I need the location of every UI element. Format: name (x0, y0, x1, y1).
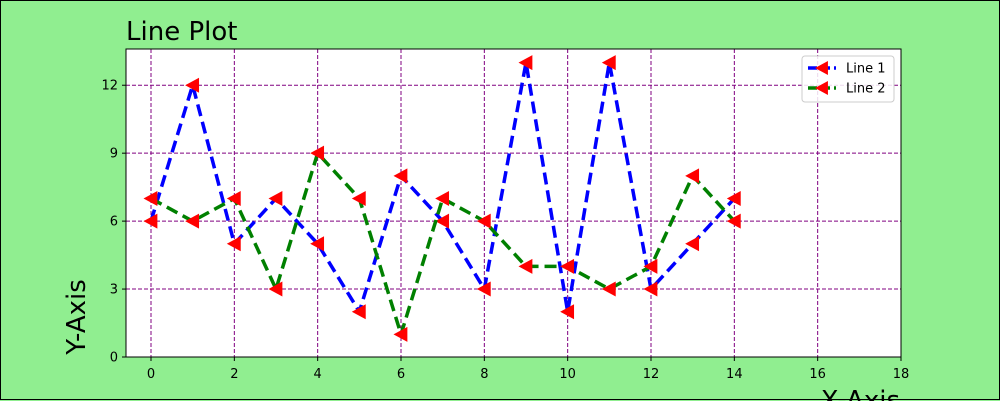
x-tick-label: 4 (314, 367, 322, 382)
data-point (143, 213, 158, 229)
data-point (476, 281, 491, 297)
data-point (435, 190, 450, 206)
data-point (601, 281, 616, 297)
data-point (518, 55, 533, 71)
series-2 (143, 145, 741, 342)
data-point (476, 213, 491, 229)
data-point (185, 77, 200, 93)
y-tick-label: 6 (110, 215, 118, 230)
data-point (351, 190, 366, 206)
legend-label: Line 1 (846, 62, 886, 77)
chart-title: Line Plot (126, 17, 237, 47)
data-point (393, 326, 408, 342)
x-tick-label: 8 (480, 367, 488, 382)
data-point (643, 281, 658, 297)
x-tick-label: 16 (809, 367, 826, 382)
y-tick-label: 12 (101, 79, 118, 94)
data-point (601, 55, 616, 71)
data-point (226, 236, 241, 252)
x-tick-label: 12 (643, 367, 660, 382)
x-tick-label: 6 (397, 367, 405, 382)
data-point (310, 145, 325, 161)
legend-marker (815, 61, 828, 75)
data-point (435, 213, 450, 229)
data-point (310, 236, 325, 252)
legend-entry: Line 1 (808, 61, 886, 77)
legend-entry: Line 2 (808, 81, 886, 97)
legend-label: Line 2 (846, 82, 886, 97)
data-point (560, 258, 575, 274)
x-tick-label: 2 (230, 367, 238, 382)
series-line (150, 151, 736, 337)
data-point (268, 281, 283, 297)
data-point (518, 258, 533, 274)
data-point (560, 304, 575, 320)
data-point (393, 168, 408, 184)
data-point (143, 190, 158, 206)
data-point (268, 190, 283, 206)
y-tick-label: 9 (110, 147, 118, 162)
data-point (351, 304, 366, 320)
data-point (685, 236, 700, 252)
data-point (226, 190, 241, 206)
data-point (726, 190, 741, 206)
y-tick-label: 0 (110, 351, 118, 366)
x-tick-label: 18 (893, 367, 910, 382)
x-tick-label: 0 (147, 367, 155, 382)
plot-area (126, 49, 901, 357)
data-point (685, 168, 700, 184)
plot-frame (125, 48, 902, 358)
x-axis-label: X-Axis (821, 386, 900, 401)
x-tick-label: 10 (559, 367, 576, 382)
y-tick-label: 3 (110, 283, 118, 298)
data-point (643, 258, 658, 274)
y-axis-label: Y-Axis (62, 279, 92, 356)
data-point (726, 213, 741, 229)
data-point (185, 213, 200, 229)
legend-marker (815, 81, 828, 95)
x-tick-label: 14 (726, 367, 743, 382)
